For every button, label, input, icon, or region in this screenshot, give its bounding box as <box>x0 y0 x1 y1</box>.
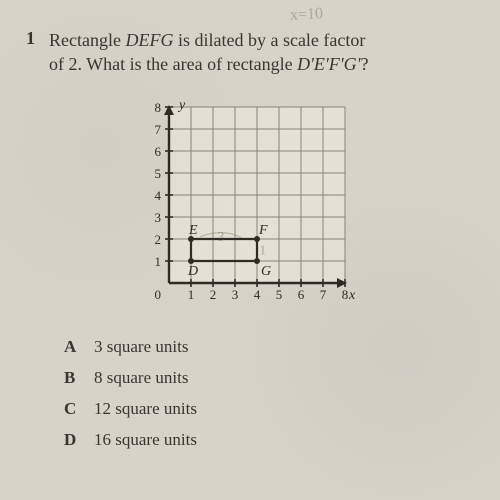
svg-text:D: D <box>187 264 198 279</box>
qtext-part: of 2. What is the area of rectangle <box>49 54 297 74</box>
choice-text: 16 square units <box>94 430 197 450</box>
svg-text:6: 6 <box>155 144 162 159</box>
svg-text:G: G <box>261 264 271 279</box>
choice-text: 3 square units <box>94 337 188 357</box>
choice-letter: C <box>64 399 80 419</box>
qtext-defg: DEFG <box>125 30 173 50</box>
svg-text:8: 8 <box>342 287 349 302</box>
svg-text:7: 7 <box>155 122 162 137</box>
svg-text:5: 5 <box>155 166 162 181</box>
choice-text: 8 square units <box>94 368 188 388</box>
choice-c[interactable]: C 12 square units <box>64 399 474 419</box>
choice-letter: D <box>64 430 80 450</box>
svg-text:5: 5 <box>276 287 283 302</box>
choice-a[interactable]: A 3 square units <box>64 337 474 357</box>
choice-letter: B <box>64 368 80 388</box>
svg-text:4: 4 <box>254 287 261 302</box>
choice-letter: A <box>64 337 80 357</box>
choice-text: 12 square units <box>94 399 197 419</box>
svg-text:3: 3 <box>232 287 239 302</box>
handwritten-note: x=10 <box>290 5 324 25</box>
svg-text:6: 6 <box>298 287 305 302</box>
svg-text:7: 7 <box>320 287 327 302</box>
qtext-qmark: ? <box>360 54 368 74</box>
qtext-part: Rectangle <box>49 30 125 50</box>
qtext-part: is dilated by a scale factor <box>173 30 365 50</box>
coordinate-graph: 87654321123456780yxDEFG31 <box>135 95 365 315</box>
answer-choices: A 3 square units B 8 square units C 12 s… <box>64 337 474 450</box>
svg-text:E: E <box>188 223 198 238</box>
svg-text:2: 2 <box>210 287 217 302</box>
svg-text:0: 0 <box>155 287 162 302</box>
question-text: Rectangle DEFG is dilated by a scale fac… <box>49 28 368 77</box>
question-number: 1 <box>26 28 35 77</box>
svg-text:4: 4 <box>155 188 162 203</box>
svg-text:1: 1 <box>259 243 266 258</box>
svg-text:8: 8 <box>155 100 162 115</box>
svg-text:3: 3 <box>155 210 162 225</box>
svg-text:1: 1 <box>155 254 162 269</box>
question-header: 1 Rectangle DEFG is dilated by a scale f… <box>26 28 474 77</box>
graph-container: 87654321123456780yxDEFG31 <box>26 95 474 315</box>
svg-text:2: 2 <box>155 232 162 247</box>
choice-b[interactable]: B 8 square units <box>64 368 474 388</box>
svg-text:1: 1 <box>188 287 195 302</box>
svg-text:F: F <box>258 223 268 238</box>
qtext-defg-prime: D'E'F'G' <box>297 54 360 74</box>
choice-d[interactable]: D 16 square units <box>64 430 474 450</box>
svg-text:x: x <box>348 288 356 303</box>
svg-text:y: y <box>177 98 186 113</box>
